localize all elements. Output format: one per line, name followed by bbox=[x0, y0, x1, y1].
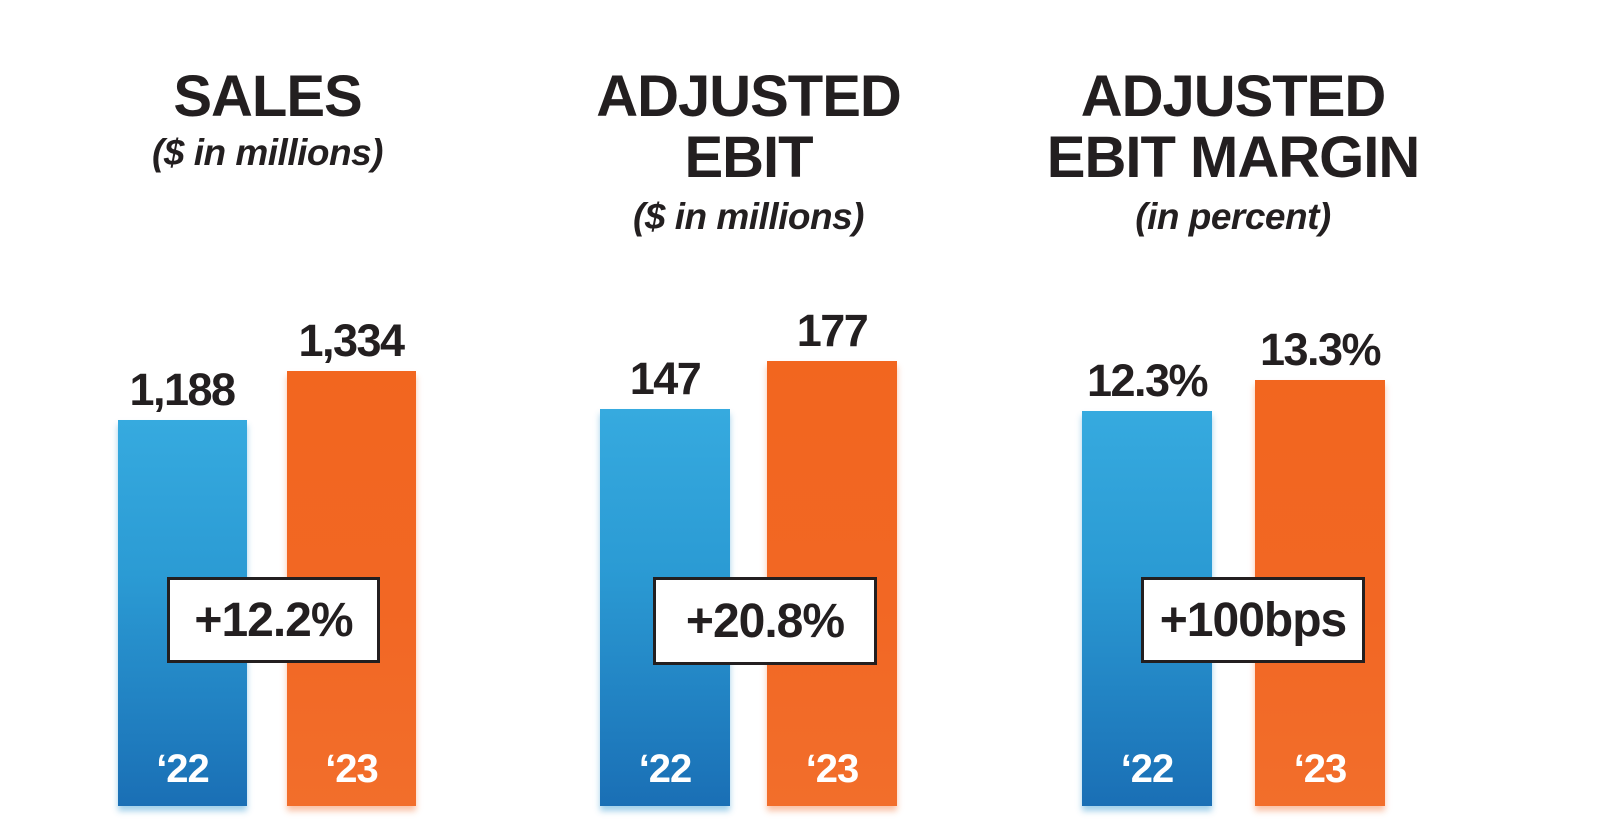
ebit-margin-chart-subtitle: (in percent) bbox=[1135, 196, 1331, 237]
sales-chart-title: SALES bbox=[173, 64, 362, 129]
adjusted-ebit-chart-title: ADJUSTED EBIT bbox=[596, 64, 902, 191]
ebit-margin-change-badge: +100bps bbox=[1141, 577, 1365, 663]
ebit-margin-2023-value-label: 13.3% bbox=[1259, 324, 1382, 375]
sales-2022-year-label: ‘22 bbox=[156, 747, 210, 791]
sales-change-badge: +12.2% bbox=[167, 577, 380, 663]
adjusted-ebit-chart-subtitle: ($ in millions) bbox=[633, 196, 864, 237]
adjusted-ebit-change-badge: +20.8% bbox=[653, 577, 877, 665]
sales-2023-value-label: 1,334 bbox=[298, 315, 405, 366]
ebit-margin-2022-value-label: 12.3% bbox=[1086, 355, 1209, 406]
sales-2022-value-label: 1,188 bbox=[129, 364, 236, 415]
ebit-margin-2023-year-label: ‘23 bbox=[1293, 747, 1348, 791]
sales-2023-year-label: ‘23 bbox=[325, 747, 379, 791]
ebit-margin-2022-year-label: ‘22 bbox=[1120, 747, 1175, 791]
adjusted-ebit-2022-year-label: ‘22 bbox=[638, 747, 693, 791]
adjusted-ebit-2022-value-label: 147 bbox=[629, 353, 702, 404]
sales-chart-subtitle: ($ in millions) bbox=[152, 132, 383, 173]
adjusted-ebit-2023-value-label: 177 bbox=[796, 305, 869, 356]
adjusted-ebit-2023-year-label: ‘23 bbox=[805, 747, 860, 791]
ebit-margin-chart-title: ADJUSTED EBIT MARGIN bbox=[1046, 64, 1420, 191]
